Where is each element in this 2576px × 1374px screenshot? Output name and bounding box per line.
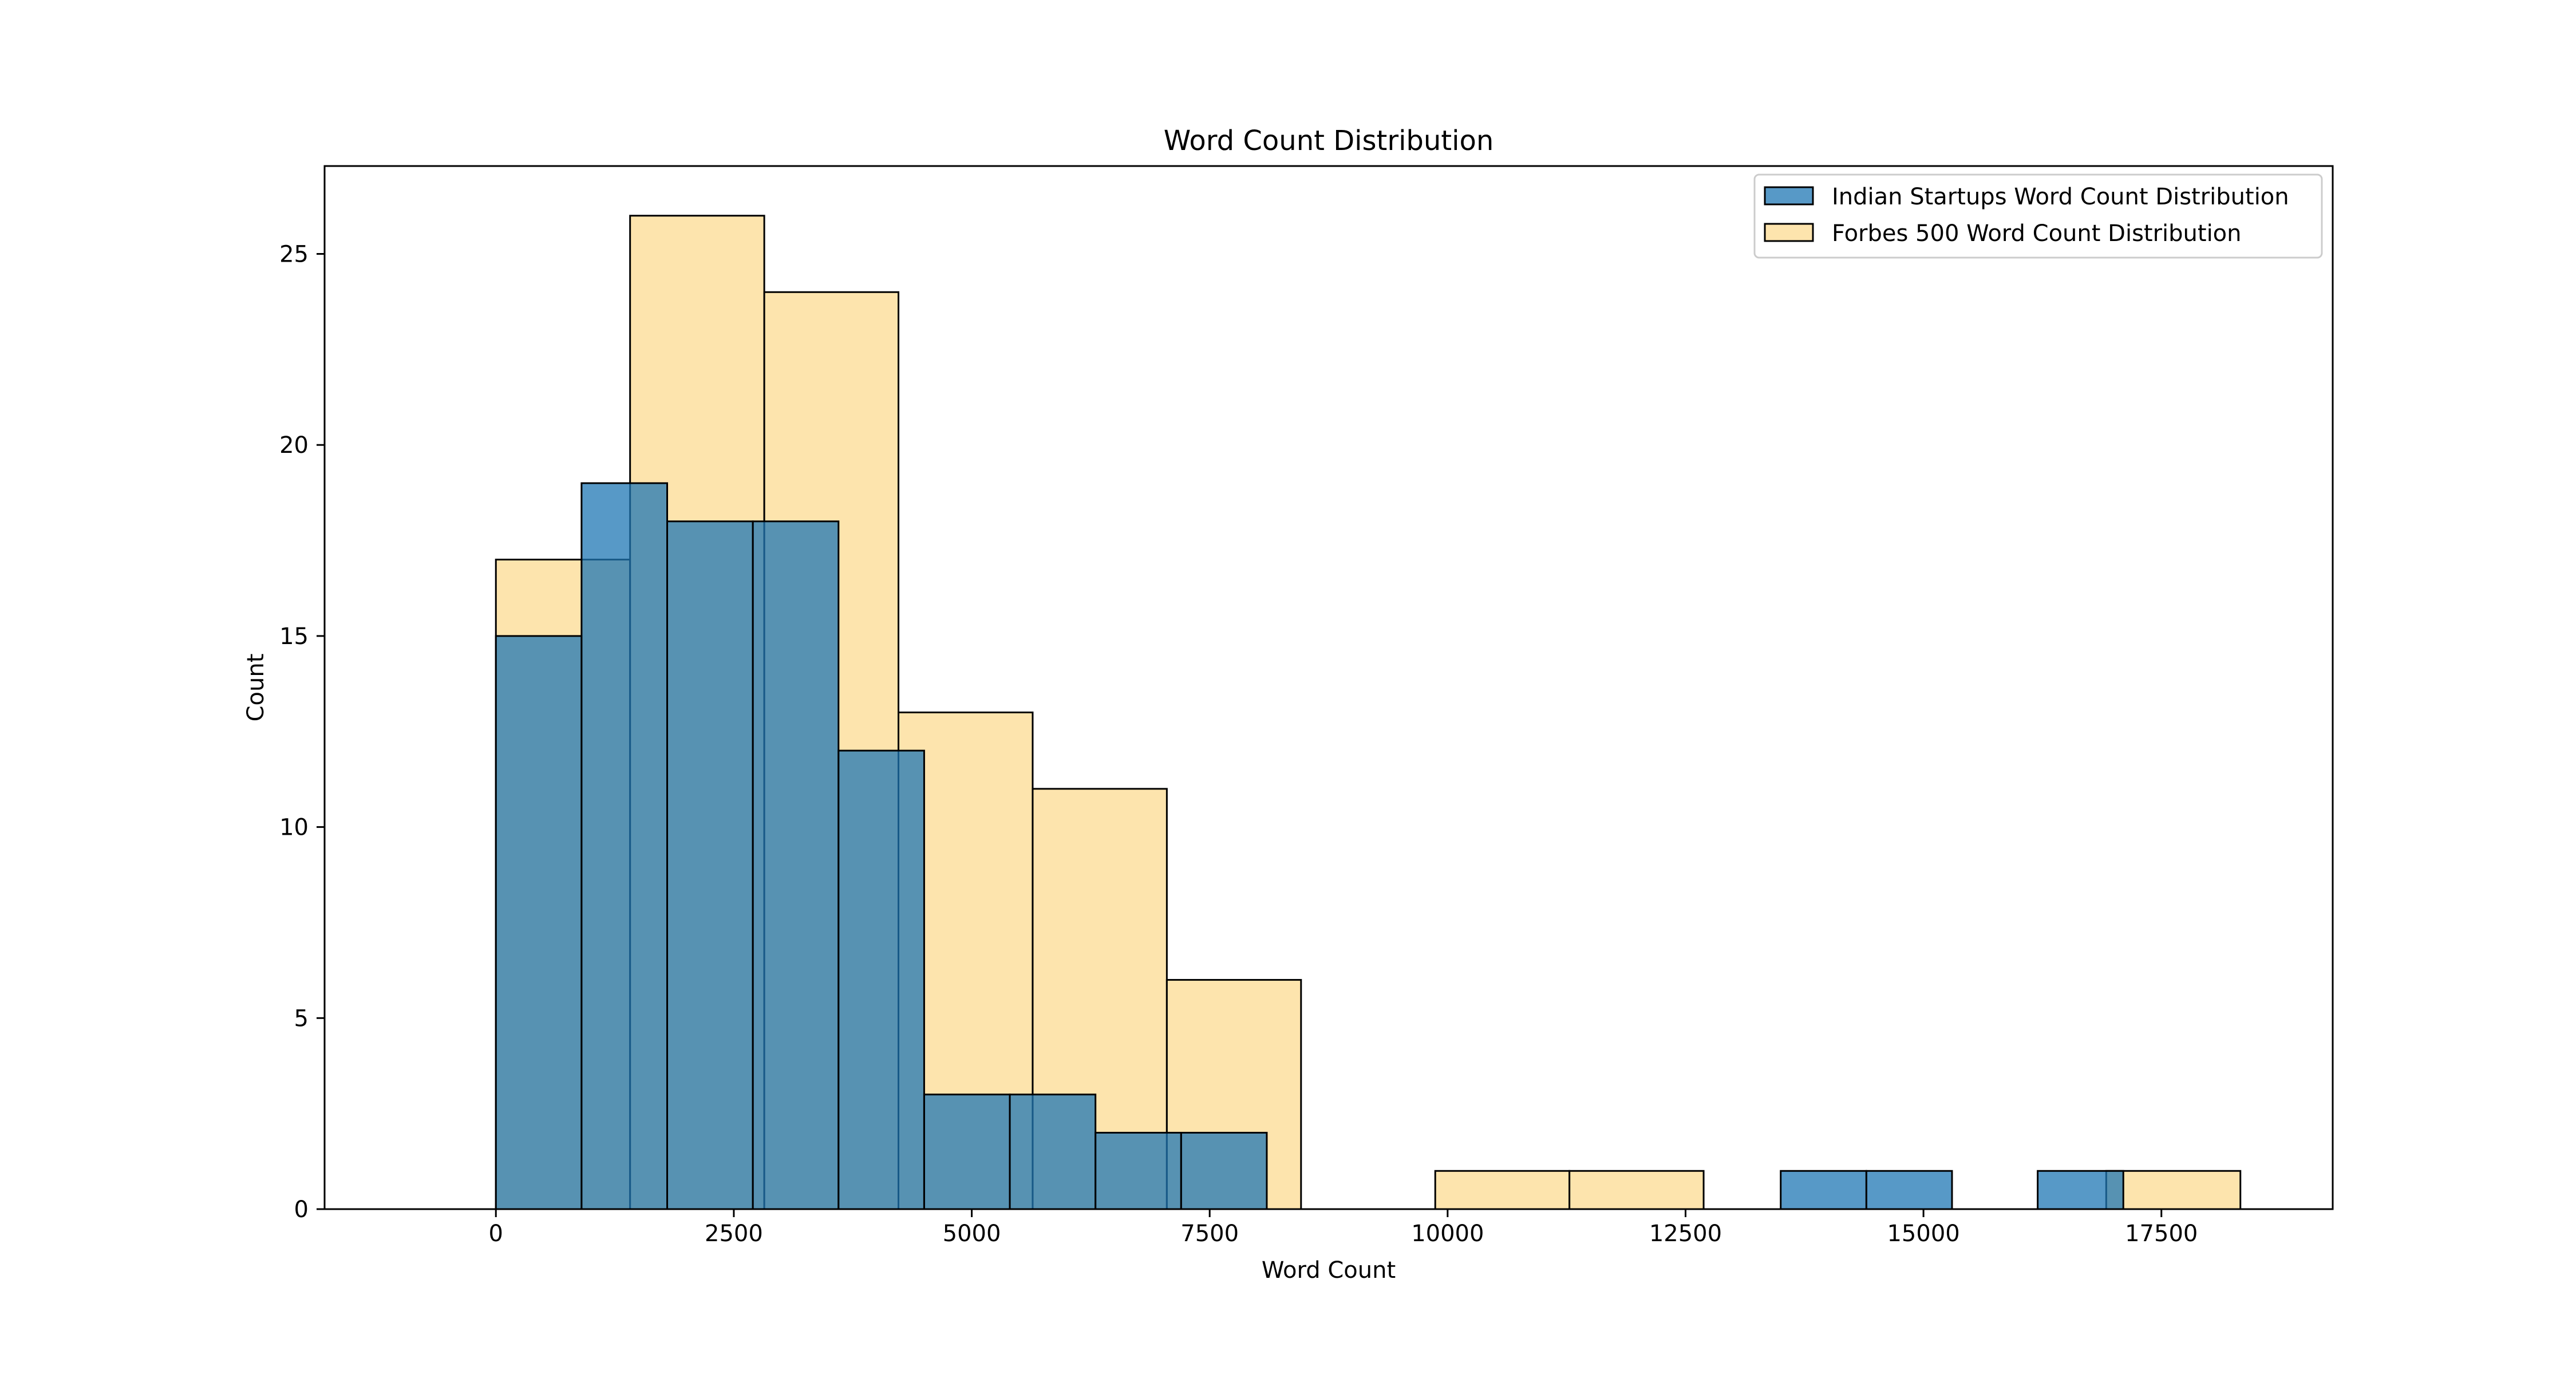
forbes-bar-12: [2105, 1170, 2242, 1210]
y-axis-title: Count: [243, 654, 269, 722]
legend: Indian Startups Word Count Distribution …: [1753, 173, 2323, 259]
indian-bar-6: [1009, 1093, 1097, 1210]
legend-label-indian: Indian Startups Word Count Distribution: [1832, 184, 2289, 210]
legend-swatch-indian: [1764, 186, 1814, 206]
y-tick-label: 20: [279, 432, 309, 459]
indian-bar-2: [666, 520, 754, 1210]
x-tick-label: 5000: [943, 1221, 1001, 1247]
legend-label-forbes: Forbes 500 Word Count Distribution: [1832, 220, 2242, 247]
indian-bar-18: [2037, 1170, 2124, 1210]
x-axis-title: Word Count: [1262, 1257, 1396, 1284]
indian-bar-3: [752, 520, 840, 1210]
legend-swatch-forbes: [1764, 223, 1814, 242]
indian-bar-16: [1865, 1170, 1953, 1210]
indian-bars-group: [495, 482, 2124, 1210]
y-tick-label: 0: [294, 1197, 309, 1223]
x-axis-ticks: 0 2500 5000 7500 10000 12500 15000 17500: [489, 1209, 2198, 1247]
indian-bar-5: [923, 1093, 1011, 1210]
indian-bar-4: [837, 749, 925, 1210]
x-tick-label: 10000: [1411, 1221, 1484, 1247]
plot-frame: [323, 165, 2334, 1210]
indian-bar-7: [1095, 1132, 1182, 1210]
y-tick-label: 25: [279, 242, 309, 268]
legend-frame: [1753, 173, 2323, 259]
forbes-bar-7: [1434, 1170, 1571, 1210]
indian-bar-15: [1780, 1170, 1867, 1210]
forbes-bar-8: [1568, 1170, 1705, 1210]
y-axis-ticks: 0 5 10 15 20 25: [279, 242, 325, 1223]
x-tick-label: 17500: [2125, 1221, 2198, 1247]
x-tick-label: 12500: [1649, 1221, 1722, 1247]
y-tick-label: 5: [294, 1005, 309, 1032]
indian-bar-1: [580, 482, 669, 1210]
y-tick-label: 15: [279, 623, 309, 650]
indian-bar-8: [1180, 1132, 1268, 1210]
x-tick-label: 0: [489, 1221, 503, 1247]
x-tick-label: 15000: [1887, 1221, 1959, 1247]
chart-title: Word Count Distribution: [1164, 125, 1494, 157]
x-tick-label: 2500: [705, 1221, 763, 1247]
y-tick-label: 10: [279, 815, 309, 841]
indian-bar-0: [495, 635, 583, 1210]
x-tick-label: 7500: [1180, 1221, 1239, 1247]
